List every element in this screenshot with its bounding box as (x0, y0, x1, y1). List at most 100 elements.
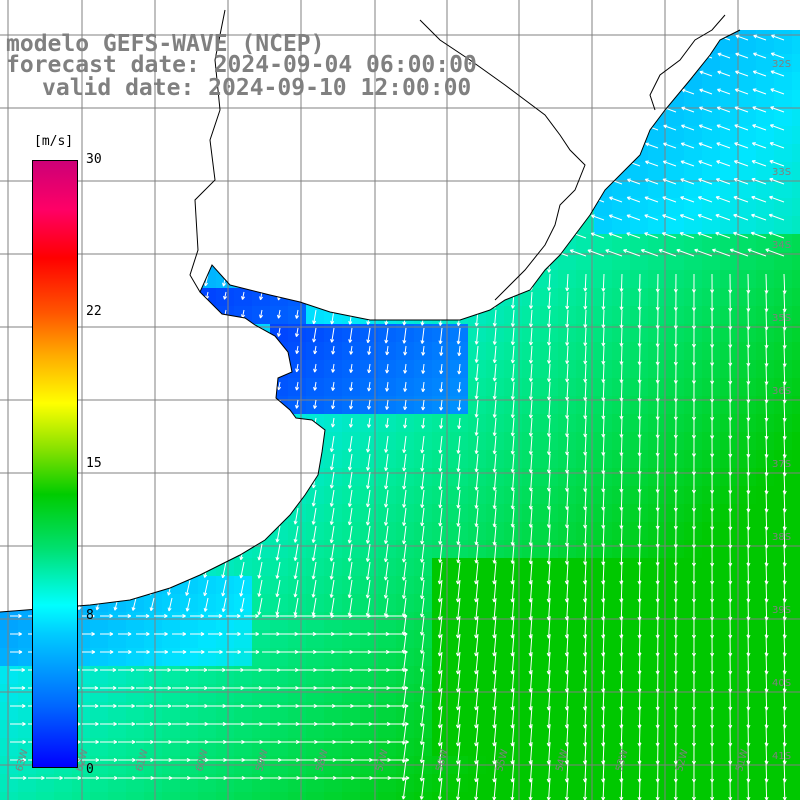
speed-cell (702, 738, 721, 757)
wind-arrow (492, 399, 497, 418)
wind-arrow (457, 381, 462, 393)
wind-arrow (735, 70, 749, 77)
wind-arrow (694, 248, 713, 257)
wind-arrow (226, 721, 245, 727)
speed-cell (666, 630, 685, 649)
speed-cell (648, 360, 667, 379)
speed-cell (324, 648, 343, 667)
speed-cell (738, 558, 757, 577)
wind-arrow (293, 525, 299, 543)
speed-cell (774, 234, 793, 253)
wind-arrow (717, 52, 731, 59)
speed-cell (126, 792, 145, 800)
wind-arrow (294, 309, 299, 319)
speed-cell (774, 432, 793, 451)
wind-arrow (136, 739, 154, 745)
wind-arrow (136, 667, 153, 673)
speed-cell (702, 342, 721, 361)
wind-arrow (28, 775, 45, 781)
speed-cell (756, 414, 775, 433)
speed-cell (702, 486, 721, 505)
wind-arrow (419, 651, 425, 673)
wind-arrow (751, 177, 767, 185)
speed-cell (756, 432, 775, 451)
speed-cell (720, 270, 739, 289)
speed-cell (198, 792, 217, 800)
wind-arrow (699, 70, 713, 77)
speed-cell (774, 54, 793, 73)
wind-arrow (697, 231, 713, 239)
speed-cell (486, 792, 505, 800)
wind-arrow (608, 232, 623, 239)
wind-arrow (366, 453, 371, 471)
wind-arrow (437, 741, 443, 765)
speed-cell (612, 612, 631, 631)
wind-arrow (172, 631, 187, 637)
speed-cell (756, 270, 775, 289)
wind-arrow (456, 453, 461, 473)
speed-cell (792, 270, 800, 289)
wind-arrow (402, 543, 407, 563)
speed-cell (666, 270, 685, 289)
forecast-date: forecast date: 2024-09-04 06:00:00 (6, 52, 477, 78)
speed-cell (162, 666, 181, 685)
speed-cell (756, 468, 775, 487)
speed-cell (306, 666, 325, 685)
speed-cell (378, 648, 397, 667)
wind-arrow (10, 721, 26, 727)
wind-arrow (294, 327, 299, 338)
wind-arrow (583, 399, 588, 419)
wind-arrow (750, 231, 767, 239)
wind-arrow (331, 381, 336, 391)
wind-arrow (172, 649, 187, 655)
speed-cell (792, 486, 800, 505)
wind-arrow (131, 597, 137, 611)
speed-cell (774, 378, 793, 397)
wind-arrow (528, 399, 533, 419)
speed-cell (774, 468, 793, 487)
wind-arrow (751, 195, 767, 203)
speed-cell (684, 396, 703, 415)
speed-cell (216, 738, 235, 757)
speed-cell (18, 630, 37, 649)
speed-cell (378, 738, 397, 757)
speed-cell (612, 180, 631, 199)
wind-arrow (626, 232, 641, 239)
wind-arrow (528, 291, 534, 309)
speed-cell (630, 702, 649, 721)
speed-cell (90, 774, 109, 793)
speed-cell (648, 432, 667, 451)
speed-cell (648, 162, 667, 181)
speed-cell (234, 720, 253, 739)
wind-arrow (492, 381, 497, 400)
speed-cell (792, 144, 800, 163)
colorbar-tick-0: 0 (86, 762, 94, 777)
speed-cell (720, 720, 739, 739)
speed-cell (612, 504, 631, 523)
wind-arrow (546, 381, 552, 401)
wind-arrow (190, 631, 205, 637)
wind-arrow (347, 525, 353, 544)
speed-cell (774, 486, 793, 505)
wind-arrow (437, 579, 443, 603)
speed-cell (144, 792, 163, 800)
speed-cell (324, 702, 343, 721)
speed-cell (234, 648, 253, 667)
wind-arrow (421, 417, 426, 429)
wind-arrow (601, 345, 606, 365)
speed-cell (738, 486, 757, 505)
wind-arrow (349, 363, 354, 373)
wind-arrow (590, 232, 605, 239)
speed-cell (594, 684, 613, 703)
wind-arrow (244, 613, 259, 619)
speed-cell (756, 360, 775, 379)
speed-cell (612, 558, 631, 577)
speed-cell (378, 612, 397, 631)
wind-arrow (365, 507, 371, 526)
speed-cell (18, 702, 37, 721)
speed-cell (738, 30, 757, 37)
speed-cell (774, 180, 793, 199)
wind-arrow (420, 525, 425, 545)
speed-cell (738, 288, 757, 307)
wind-arrow (190, 685, 208, 691)
